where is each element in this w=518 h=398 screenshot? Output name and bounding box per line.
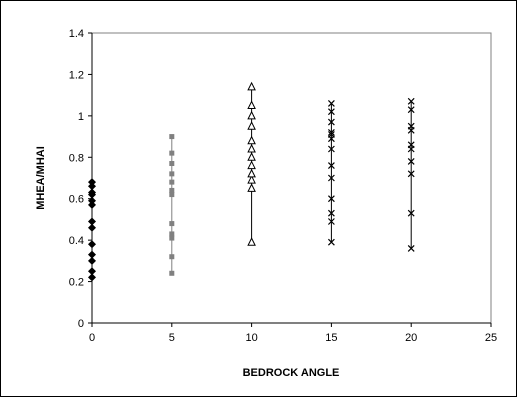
data-point-x bbox=[407, 209, 415, 217]
data-point-x bbox=[327, 162, 335, 169]
x-tick-label: 20 bbox=[405, 332, 417, 344]
y-tick-label: 0.6 bbox=[69, 194, 84, 206]
x-tick-label: 5 bbox=[169, 332, 175, 344]
data-point-square bbox=[169, 187, 175, 193]
data-point-square bbox=[169, 192, 175, 198]
series-layer bbox=[88, 81, 415, 282]
y-tick-label: 1 bbox=[78, 111, 84, 123]
data-point-square bbox=[169, 171, 175, 177]
data-point-x bbox=[327, 218, 335, 225]
data-point-square bbox=[169, 270, 175, 276]
y-tick-label: 1.2 bbox=[69, 69, 84, 81]
data-point-x bbox=[327, 100, 335, 107]
plot-area bbox=[91, 32, 492, 324]
data-point-triangle bbox=[247, 121, 256, 130]
data-point-x bbox=[327, 145, 335, 153]
data-point-square bbox=[169, 221, 175, 227]
data-point-square bbox=[169, 134, 175, 140]
data-point-square bbox=[169, 150, 175, 156]
data-point-x bbox=[407, 106, 415, 114]
data-point-x bbox=[407, 245, 415, 252]
data-point-square bbox=[169, 161, 175, 166]
data-point-x bbox=[327, 195, 335, 203]
y-axis-label: MHEA/MHAI bbox=[35, 146, 47, 210]
data-point-x bbox=[407, 158, 415, 165]
data-point-triangle bbox=[247, 152, 256, 161]
data-point-triangle bbox=[247, 183, 256, 192]
data-point-square bbox=[169, 254, 175, 260]
x-axis-label: BEDROCK ANGLE bbox=[243, 367, 340, 379]
data-point-square bbox=[169, 179, 175, 185]
y-tick-label: 1.4 bbox=[69, 28, 84, 40]
data-point-square bbox=[169, 231, 175, 237]
y-tick-label: 0 bbox=[78, 318, 84, 330]
data-point-triangle bbox=[247, 174, 256, 184]
data-point-x bbox=[407, 122, 415, 130]
data-point-x bbox=[327, 129, 335, 136]
data-point-triangle bbox=[247, 135, 256, 145]
data-point-x bbox=[327, 118, 335, 126]
data-point-triangle bbox=[247, 81, 256, 91]
data-point-triangle bbox=[247, 237, 256, 246]
x-tick-label: 25 bbox=[485, 332, 497, 344]
data-point-triangle bbox=[247, 143, 256, 153]
data-point-square bbox=[169, 235, 175, 241]
data-point-x bbox=[327, 209, 335, 217]
data-point-triangle bbox=[247, 160, 256, 170]
axis-layer: 0 0.2 0.4 0.6 0.8 1 1.2 1.4 0 5 10 15 20 25 bbox=[69, 28, 497, 344]
data-point-x bbox=[327, 108, 335, 116]
data-point-x bbox=[407, 97, 415, 105]
data-point-x bbox=[327, 131, 335, 138]
data-point-triangle bbox=[247, 100, 256, 109]
data-point-x bbox=[407, 170, 415, 178]
data-point-triangle bbox=[247, 168, 256, 178]
x-tick-label: 0 bbox=[89, 332, 95, 344]
data-point-x bbox=[327, 238, 335, 246]
data-point-x bbox=[407, 141, 415, 149]
y-tick-label: 0.2 bbox=[69, 277, 84, 289]
data-point-triangle bbox=[247, 110, 256, 120]
y-tick-label: 0.4 bbox=[69, 235, 84, 247]
x-tick-label: 10 bbox=[245, 332, 257, 344]
x-tick-label: 15 bbox=[325, 332, 337, 344]
data-point-x bbox=[327, 174, 335, 182]
y-tick-label: 0.8 bbox=[69, 152, 84, 164]
